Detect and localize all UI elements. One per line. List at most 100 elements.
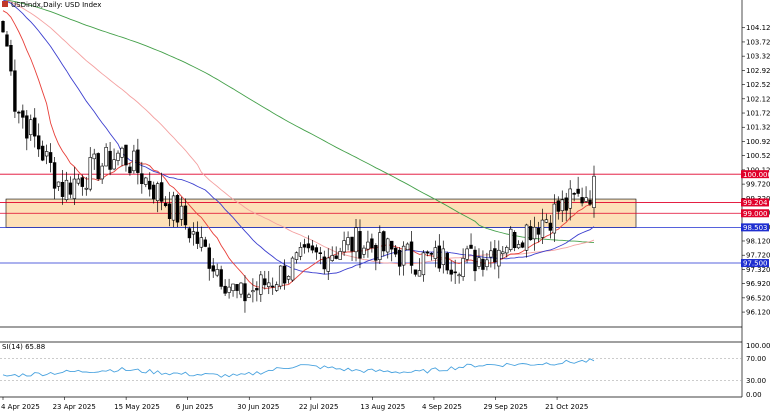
candle-61 bbox=[243, 275, 247, 313]
candle-body-124 bbox=[493, 248, 497, 263]
candle-body-0 bbox=[1, 21, 5, 33]
candle-35 bbox=[140, 161, 144, 194]
candle-144 bbox=[572, 192, 576, 202]
candle-110 bbox=[437, 234, 442, 272]
candle-30 bbox=[120, 146, 124, 167]
candle-body-118 bbox=[469, 244, 473, 249]
candle-body-138 bbox=[548, 222, 553, 231]
candle-body-12 bbox=[48, 152, 53, 163]
candle-126 bbox=[501, 246, 505, 260]
candle-body-136 bbox=[540, 219, 545, 238]
price-tick-label-2: 96.920 bbox=[746, 280, 771, 288]
rsi-tick-label-2: 30.00 bbox=[746, 377, 766, 385]
price-tick-label-12: 100.920 bbox=[746, 138, 771, 146]
candle-body-79 bbox=[314, 247, 319, 253]
candle-52 bbox=[207, 243, 211, 281]
level-tag-1 bbox=[741, 198, 769, 207]
candle-45 bbox=[179, 196, 184, 226]
candle-body-144 bbox=[572, 193, 576, 195]
candle-body-28 bbox=[112, 159, 116, 170]
candle-124 bbox=[493, 240, 497, 270]
candle-body-37 bbox=[148, 180, 152, 190]
candle-127 bbox=[505, 245, 509, 258]
candle-body-119 bbox=[473, 249, 477, 272]
candle-65 bbox=[259, 271, 263, 302]
candle-128 bbox=[509, 226, 513, 252]
candle-20 bbox=[80, 174, 85, 196]
candle-body-14 bbox=[56, 181, 61, 187]
candle-body-82 bbox=[326, 257, 330, 272]
price-tick-label-3: 97.320 bbox=[746, 266, 771, 274]
candle-body-140 bbox=[556, 200, 561, 212]
candle-body-24 bbox=[96, 153, 100, 180]
candle-body-120 bbox=[477, 257, 481, 267]
candle-43 bbox=[171, 191, 176, 228]
candle-body-36 bbox=[144, 177, 148, 185]
candle-body-74 bbox=[294, 252, 299, 260]
chart-title: USDindx,Daily: USD Index bbox=[11, 1, 101, 9]
candle-19 bbox=[76, 174, 81, 186]
candle-body-19 bbox=[76, 178, 81, 184]
candle-36 bbox=[144, 176, 148, 188]
candle-10 bbox=[40, 140, 45, 162]
level-tag-label-2: 99.000 bbox=[743, 210, 768, 218]
rsi-line bbox=[2, 358, 595, 378]
candle-body-98 bbox=[390, 240, 394, 250]
candle-body-133 bbox=[528, 226, 533, 241]
candle-body-81 bbox=[322, 256, 326, 270]
candle-15 bbox=[60, 169, 65, 205]
candle-63 bbox=[251, 278, 255, 303]
candle-116 bbox=[461, 248, 465, 281]
candle-27 bbox=[108, 142, 112, 176]
candle-55 bbox=[219, 265, 223, 290]
candle-143 bbox=[568, 180, 572, 221]
candle-body-102 bbox=[405, 243, 410, 251]
candle-body-88 bbox=[350, 236, 354, 252]
candle-33 bbox=[132, 144, 136, 174]
candle-107 bbox=[425, 250, 430, 257]
price-tick-label-14: 101.720 bbox=[746, 110, 771, 118]
candle-111 bbox=[441, 240, 445, 274]
candle-92 bbox=[366, 230, 370, 258]
candle-body-78 bbox=[310, 245, 315, 251]
candle-91 bbox=[362, 245, 366, 259]
candle-body-113 bbox=[449, 269, 453, 275]
level-tag-label-0: 100.000 bbox=[743, 171, 771, 179]
candle-115 bbox=[457, 272, 461, 284]
candle-body-1 bbox=[5, 34, 9, 47]
candle-106 bbox=[421, 250, 426, 282]
candle-18 bbox=[72, 167, 77, 205]
candle-112 bbox=[445, 251, 449, 275]
candle-body-105 bbox=[417, 270, 422, 277]
candle-body-132 bbox=[524, 224, 529, 251]
candle-73 bbox=[290, 256, 295, 282]
candle-body-80 bbox=[318, 252, 323, 255]
chart-title-group: USDindx,Daily: USD Index bbox=[2, 1, 101, 9]
candle-25 bbox=[100, 162, 104, 184]
candle-body-71 bbox=[282, 265, 287, 284]
candle-77 bbox=[306, 235, 311, 253]
price-tick-label-15: 102.120 bbox=[746, 95, 771, 103]
candle-129 bbox=[512, 230, 517, 252]
candle-body-69 bbox=[274, 284, 279, 291]
rsi-tick-label-1: 70.00 bbox=[746, 355, 766, 363]
candle-body-46 bbox=[183, 205, 188, 226]
candle-body-15 bbox=[60, 181, 65, 197]
candle-44 bbox=[175, 193, 180, 228]
level-tag-4 bbox=[741, 259, 769, 268]
candle-23 bbox=[92, 148, 96, 170]
candle-148 bbox=[588, 190, 592, 206]
candle-99 bbox=[393, 244, 398, 258]
candle-body-134 bbox=[532, 226, 537, 240]
level-tag-3 bbox=[741, 223, 769, 232]
candle-66 bbox=[263, 270, 267, 290]
candle-69 bbox=[274, 281, 279, 292]
candle-32 bbox=[128, 162, 132, 176]
candle-139 bbox=[552, 194, 557, 242]
candle-114 bbox=[453, 259, 457, 284]
candle-130 bbox=[516, 240, 521, 250]
candle-41 bbox=[163, 196, 168, 208]
candle-body-117 bbox=[465, 248, 469, 260]
candle-50 bbox=[199, 226, 204, 252]
candle-body-3 bbox=[13, 70, 17, 112]
